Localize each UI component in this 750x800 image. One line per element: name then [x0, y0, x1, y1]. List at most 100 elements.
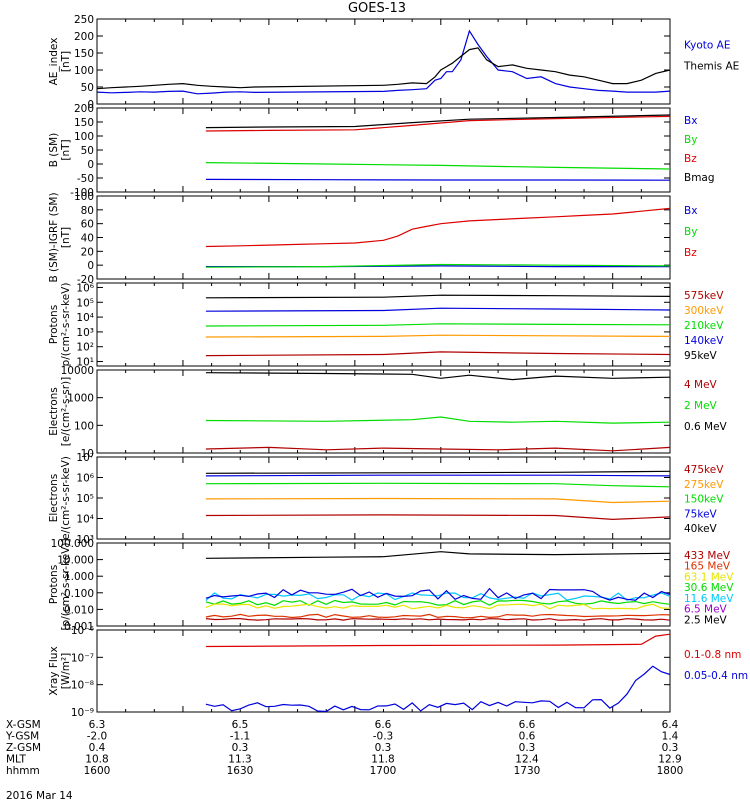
legend-entry: 433 MeV [684, 550, 731, 562]
y-tick-label: -100 [70, 187, 94, 199]
footer-value: 0.3 [375, 742, 392, 754]
legend-entry: Bx [684, 205, 697, 217]
legend-entry: Bx [684, 115, 697, 127]
legend-entry: By [684, 226, 697, 238]
footer-value: 6.5 [232, 719, 249, 731]
series-line-0-05-0-4-nm [205, 665, 671, 713]
y-axis-label: Protons [48, 565, 60, 604]
y-tick-label: 10⁻⁹ [71, 707, 94, 719]
footer-value: 0.3 [519, 742, 536, 754]
footer-value: 0.3 [662, 742, 679, 754]
y-axis-label: [nT] [60, 51, 72, 72]
y-axis-label: Protons [48, 305, 60, 344]
legend-entry: Bmag [684, 172, 715, 184]
y-axis-label: p/(cm²-s-sr-keV) [60, 283, 72, 367]
y-axis-label: Electrons [48, 387, 60, 436]
series-line-300kev [205, 334, 671, 338]
y-axis-label: [p/(cm²-s-sr-keV)] [60, 538, 72, 630]
panel-protons1: 10¹ 10² 10³ 10⁴ 10⁵ 10⁶ Protons p/(cm²-s-sr-keV… [48, 282, 724, 368]
series-line-63-1-mev [205, 603, 671, 610]
legend-entry: 210keV [684, 320, 724, 332]
series-line-0-1-0-8-nm [205, 633, 671, 648]
series-line-165-mev [205, 613, 671, 619]
footer-row-label: Z-GSM [6, 742, 41, 754]
y-tick-label: 10 [81, 448, 94, 460]
footer-value: -0.3 [373, 731, 394, 743]
footer-value: 1600 [84, 765, 111, 777]
legend-entry: 2.5 MeV [684, 614, 728, 626]
y-tick-label: 100 [74, 420, 94, 432]
y-tick-label: 150 [74, 48, 94, 60]
legend-entry: 0.05-0.4 nm [684, 670, 748, 682]
y-axis-label: e/(cm²-s-sr-keV) [60, 456, 72, 540]
legend-entry: 95keV [684, 350, 718, 362]
y-tick-label: -20 [77, 274, 94, 286]
panel-frame [96, 369, 671, 454]
footer-row-label: MLT [6, 754, 26, 766]
footer-value: 1700 [370, 765, 397, 777]
y-tick-label: 20 [81, 246, 94, 258]
legend-entry: 6.5 MeV [684, 604, 728, 616]
y-tick-label: 10⁷ [76, 452, 94, 464]
legend-entry: Bz [684, 153, 697, 165]
y-tick-label: 10⁻⁶ [71, 625, 94, 637]
legend-entry: 30.6 MeV [684, 582, 734, 594]
y-tick-label: 10⁵ [76, 297, 94, 309]
y-tick-label: -50 [77, 173, 94, 185]
y-axis-label: B (SM)-IGRF (SM) [48, 192, 60, 282]
y-tick-label: 10³ [76, 534, 94, 546]
y-tick-label: 10⁶ [76, 473, 94, 485]
y-tick-label: 0.100 [64, 588, 94, 600]
legend-entry: By [684, 134, 697, 146]
y-tick-label: 60 [81, 219, 94, 231]
y-tick-label: 80 [81, 205, 94, 217]
legend-entry: 40keV [684, 523, 718, 535]
y-tick-label: 100.000 [51, 538, 94, 550]
footer-value: 6.6 [375, 719, 392, 731]
y-tick-label: 100 [74, 191, 94, 203]
y-tick-label: 100 [74, 131, 94, 143]
y-axis-label: [nT] [60, 227, 72, 248]
footer-value: 0.6 [519, 731, 536, 743]
y-tick-label: 200 [74, 103, 94, 115]
footer-value: 0.4 [89, 742, 106, 754]
footer-value: 12.9 [658, 754, 681, 766]
y-tick-label: 0 [87, 159, 94, 171]
series-line-2-mev [205, 416, 671, 424]
series-line-6-5-mev [205, 587, 671, 601]
series-line-11-6-mev [205, 592, 671, 602]
series-line-575kev [205, 351, 671, 357]
y-tick-label: 1.000 [64, 571, 94, 583]
series-line-275kev [205, 497, 671, 504]
series-line-30-6-mev [205, 599, 671, 606]
y-tick-label: 1000 [67, 393, 94, 405]
y-axis-label: AE_index [48, 38, 60, 86]
y-tick-label: 10¹ [76, 357, 94, 369]
series-line-150kev [205, 482, 671, 488]
legend-entry: 0.1-0.8 nm [684, 649, 741, 661]
legend-entry: 150keV [684, 494, 724, 506]
legend-entry: 75keV [684, 508, 718, 520]
series-line-475kev [205, 514, 671, 521]
y-tick-label: 10⁶ [76, 282, 94, 294]
y-axis-label: B (SM) [48, 133, 60, 167]
footer-value: -2.0 [87, 731, 108, 743]
y-tick-label: 10⁴ [76, 312, 94, 324]
legend-entry: 475keV [684, 464, 724, 476]
footer-value: 12.4 [515, 754, 539, 766]
footer-value: 11.8 [371, 754, 394, 766]
footer-row-label: X-GSM [6, 719, 41, 731]
y-axis-label: [W/m²] [60, 653, 72, 690]
y-tick-label: 10.000 [57, 555, 94, 567]
legend-entry: Kyoto AE [684, 40, 730, 52]
series-line-bz [205, 115, 671, 132]
series-line-0-6-mev [205, 372, 671, 381]
panel-frame [96, 629, 671, 713]
panel-xray: 10⁻⁹ 10⁻⁸ 10⁻⁷ 10⁻⁶ Xray Flux [W/m²] 0.1-0.8 n… [48, 625, 748, 719]
date-label: 2016 Mar 14 [6, 790, 73, 800]
panel-bsm: -100 -50 0 50 100 150 200 B (SM) [nT] Bx By Bz Bmag [48, 103, 715, 199]
